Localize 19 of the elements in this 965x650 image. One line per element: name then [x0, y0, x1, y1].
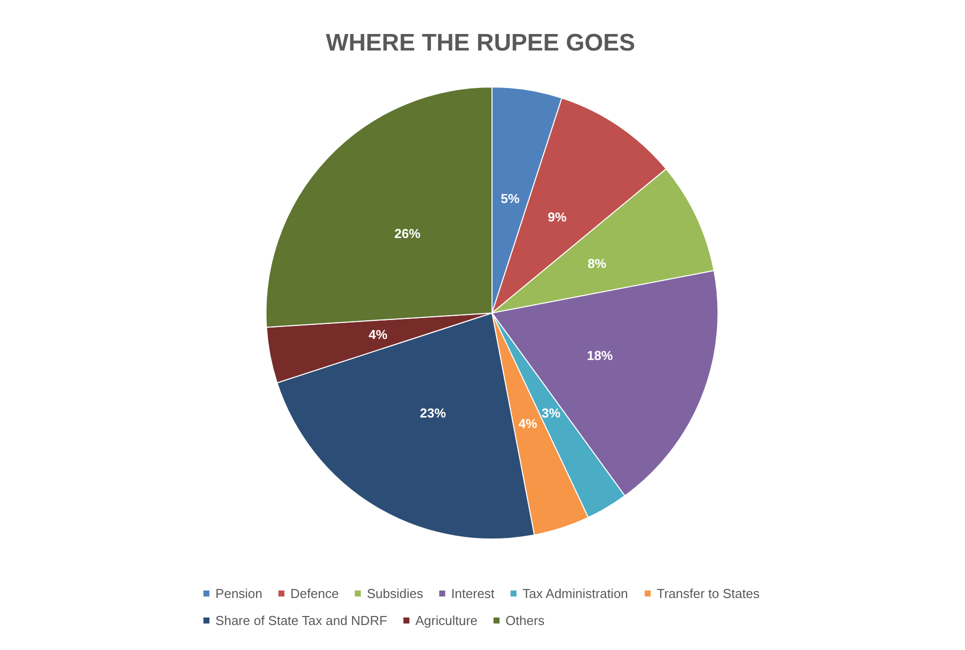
data-label: 4%	[368, 327, 388, 342]
data-label: 8%	[588, 256, 607, 272]
legend-label: Transfer to States	[656, 586, 760, 601]
legend-label: Agriculture	[415, 613, 478, 628]
legend-label: Subsidies	[366, 586, 424, 601]
data-label: 26%	[394, 226, 421, 242]
data-label: 4%	[518, 416, 538, 431]
data-label: 9%	[548, 210, 568, 225]
chart-title: WHERE THE RUPEE GOES	[326, 30, 636, 56]
data-label: 23%	[420, 405, 446, 420]
legend-label: Tax Administration	[522, 586, 628, 601]
data-label: 18%	[586, 348, 614, 364]
legend-label: Interest	[451, 586, 495, 601]
legend-label: Defence	[290, 586, 339, 601]
legend-label: Share of State Tax and NDRF	[215, 613, 388, 628]
legend-label: Others	[506, 613, 546, 628]
data-label: 3%	[542, 405, 561, 420]
legend-label: Pension	[215, 586, 262, 601]
data-label: 5%	[500, 190, 520, 206]
